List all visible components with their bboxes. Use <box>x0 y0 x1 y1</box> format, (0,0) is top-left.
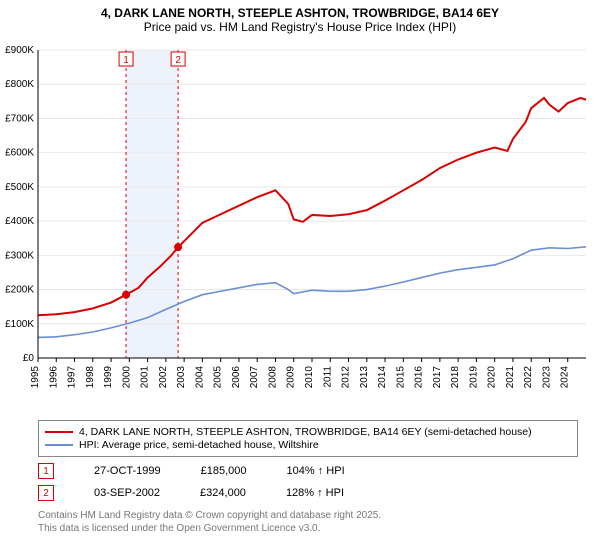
sale-price-1: £185,000 <box>201 465 247 477</box>
sale-badge-1: 1 <box>38 463 54 479</box>
svg-text:2003: 2003 <box>176 366 187 389</box>
footer-line1: Contains HM Land Registry data © Crown c… <box>38 509 578 522</box>
svg-text:£0: £0 <box>23 353 35 364</box>
svg-text:2008: 2008 <box>267 366 278 389</box>
svg-text:1997: 1997 <box>67 366 78 389</box>
sale-badge-2: 2 <box>38 485 54 501</box>
svg-text:2020: 2020 <box>487 366 498 389</box>
legend-label-price: 4, DARK LANE NORTH, STEEPLE ASHTON, TROW… <box>79 426 532 438</box>
svg-text:£500K: £500K <box>5 182 34 193</box>
svg-text:£900K: £900K <box>5 45 34 56</box>
svg-text:£100K: £100K <box>5 319 34 330</box>
svg-text:1999: 1999 <box>103 366 114 389</box>
svg-text:2001: 2001 <box>140 366 151 389</box>
svg-text:2004: 2004 <box>194 366 205 389</box>
legend-row-hpi: HPI: Average price, semi-detached house,… <box>45 439 571 451</box>
svg-text:£200K: £200K <box>5 285 34 296</box>
svg-text:2022: 2022 <box>523 366 534 389</box>
svg-text:2005: 2005 <box>213 366 224 389</box>
chart-title-address: 4, DARK LANE NORTH, STEEPLE ASHTON, TROW… <box>0 6 600 20</box>
sale-row-2: 2 03-SEP-2002 £324,000 128% ↑ HPI <box>38 485 578 501</box>
sale-date-1: 27-OCT-1999 <box>94 465 161 477</box>
svg-text:£700K: £700K <box>5 113 34 124</box>
svg-text:2024: 2024 <box>560 366 571 389</box>
svg-text:2: 2 <box>175 55 181 66</box>
svg-text:2017: 2017 <box>432 366 443 389</box>
chart-area: £0 £100K £200K £300K £400K £500K £600K £700K £80… <box>0 44 600 414</box>
svg-text:1: 1 <box>123 55 129 66</box>
svg-text:2018: 2018 <box>450 366 461 389</box>
legend-swatch-price <box>45 431 73 434</box>
svg-text:2014: 2014 <box>377 366 388 389</box>
chart-svg: £0 £100K £200K £300K £400K £500K £600K £700K £80… <box>0 44 600 414</box>
legend-row-price: 4, DARK LANE NORTH, STEEPLE ASHTON, TROW… <box>45 426 571 438</box>
svg-text:£600K: £600K <box>5 148 34 159</box>
sale-vshpi-1: 104% ↑ HPI <box>287 465 345 477</box>
footer-line2: This data is licensed under the Open Gov… <box>38 522 578 535</box>
svg-text:2007: 2007 <box>249 366 260 389</box>
title-block: 4, DARK LANE NORTH, STEEPLE ASHTON, TROW… <box>0 0 600 36</box>
svg-text:2021: 2021 <box>505 366 516 389</box>
footer: Contains HM Land Registry data © Crown c… <box>38 509 578 535</box>
sale-vshpi-2: 128% ↑ HPI <box>286 487 344 499</box>
svg-text:1996: 1996 <box>48 366 59 389</box>
svg-text:2013: 2013 <box>359 366 370 389</box>
svg-text:£400K: £400K <box>5 216 34 227</box>
sale-date-2: 03-SEP-2002 <box>94 487 160 499</box>
sale-row-1: 1 27-OCT-1999 £185,000 104% ↑ HPI <box>38 463 578 479</box>
svg-text:2016: 2016 <box>414 366 425 389</box>
chart-container: 4, DARK LANE NORTH, STEEPLE ASHTON, TROW… <box>0 0 600 560</box>
svg-text:£300K: £300K <box>5 250 34 261</box>
legend-block: 4, DARK LANE NORTH, STEEPLE ASHTON, TROW… <box>38 420 578 535</box>
svg-text:2006: 2006 <box>231 366 242 389</box>
legend-label-hpi: HPI: Average price, semi-detached house,… <box>79 439 319 451</box>
svg-text:2015: 2015 <box>395 366 406 389</box>
svg-text:2009: 2009 <box>286 366 297 389</box>
svg-text:2012: 2012 <box>341 366 352 389</box>
svg-text:2023: 2023 <box>541 366 552 389</box>
svg-text:2000: 2000 <box>121 366 132 389</box>
svg-text:2019: 2019 <box>468 366 479 389</box>
svg-text:1995: 1995 <box>30 366 41 389</box>
svg-text:2002: 2002 <box>158 366 169 389</box>
legend-box: 4, DARK LANE NORTH, STEEPLE ASHTON, TROW… <box>38 420 578 457</box>
svg-text:2011: 2011 <box>322 366 333 388</box>
svg-text:2010: 2010 <box>304 366 315 389</box>
chart-subtitle: Price paid vs. HM Land Registry's House … <box>0 20 600 34</box>
svg-text:1998: 1998 <box>85 366 96 389</box>
sale-price-2: £324,000 <box>200 487 246 499</box>
svg-text:£800K: £800K <box>5 79 34 90</box>
legend-swatch-hpi <box>45 444 73 446</box>
